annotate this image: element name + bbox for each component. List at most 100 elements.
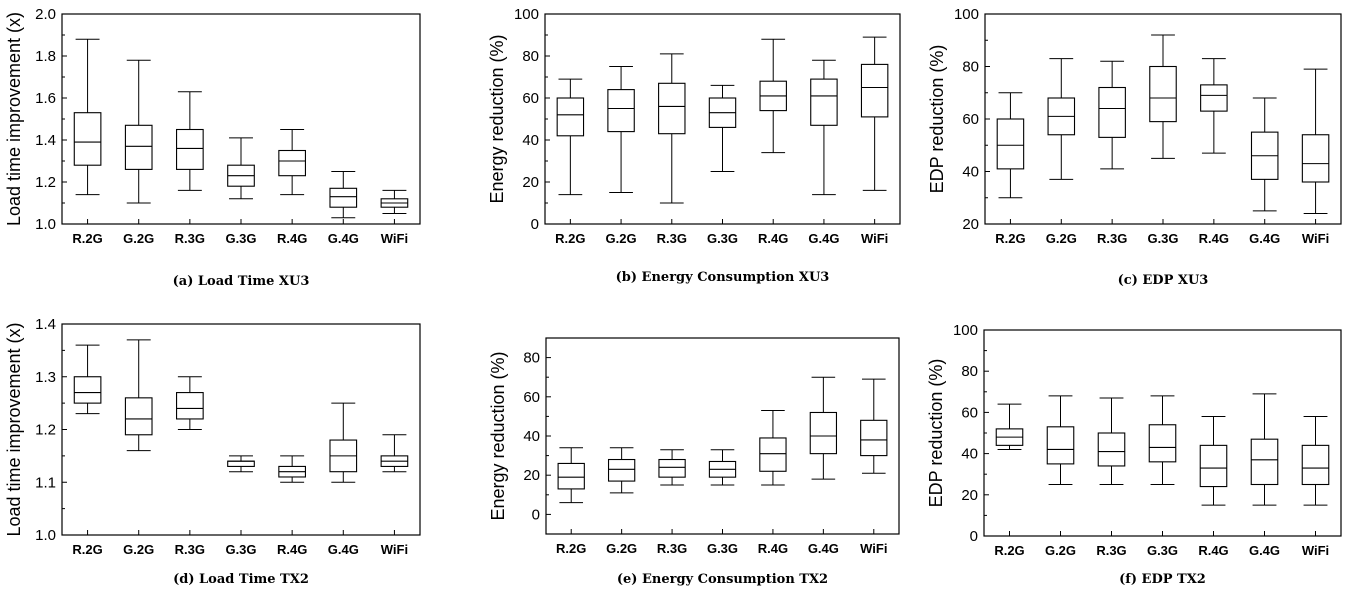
box-R.3G (176, 91, 204, 191)
x-tick-label: G.3G (1147, 231, 1178, 246)
y-tick-label: 2.0 (35, 6, 56, 23)
y-tick-label: 80 (523, 350, 540, 367)
chart-panel-a: 1.0 1.2 1.4 1.6 1.8 2.0 Load time improvement … (0, 0, 452, 298)
box-iqr (1148, 424, 1177, 463)
chart-panel-d: 1.0 1.1 1.2 1.3 1.4 Load time improvement (x)… (0, 300, 452, 598)
x-tick-label: R.2G (555, 231, 585, 246)
chart-panel-e: 0 20 40 60 80 Energy reduction (%) R.2G G.2G R.3… (452, 300, 904, 598)
box-G.2G (124, 339, 153, 452)
y-tick-label: 100 (953, 322, 978, 339)
box-R.3G (1098, 60, 1126, 170)
x-tick-label: R.3G (175, 231, 205, 246)
box-G.3G (227, 455, 255, 473)
box-iqr (1199, 444, 1228, 488)
box-iqr (278, 149, 306, 177)
box-iqr (1301, 444, 1330, 486)
y-tick-label: 20 (961, 487, 978, 504)
x-tick-label: WiFi (381, 231, 408, 246)
x-tick-label: G.3G (707, 231, 738, 246)
box-G.4G (810, 59, 838, 196)
x-tick-label: R.3G (657, 541, 687, 556)
x-tick-label: G.4G (1249, 231, 1280, 246)
y-tick-label: 0 (531, 216, 539, 233)
box-G.3G (708, 84, 737, 172)
x-tick-label: G.4G (328, 231, 359, 246)
y-tick-label: 20 (523, 467, 540, 484)
box-R.4G (759, 38, 787, 154)
box-iqr (73, 112, 102, 166)
x-tick-label: G.4G (808, 231, 839, 246)
box-iqr (557, 462, 585, 490)
box-iqr (73, 376, 102, 404)
box-G.3G (708, 449, 737, 486)
x-tick-label: WiFi (1302, 231, 1329, 246)
box-R.3G (1097, 397, 1126, 485)
box-G.4G (1250, 393, 1279, 506)
y-axis-label: EDP reduction (%) (927, 45, 947, 194)
box-iqr (1098, 86, 1126, 138)
y-tick-label: 40 (962, 164, 979, 181)
box-iqr (124, 397, 153, 436)
x-tick-label: G.3G (225, 231, 256, 246)
box-iqr (607, 89, 635, 133)
x-tick-label: G.3G (225, 542, 256, 557)
x-tick-label: R.2G (556, 541, 586, 556)
box-R.3G (658, 53, 686, 204)
box-iqr (607, 458, 636, 482)
box-iqr (329, 187, 358, 208)
x-tick-label: G.4G (1249, 543, 1280, 558)
box-R.4G (1200, 58, 1228, 154)
chart-panel-b: 0 20 40 60 80 100 Energy reduction (%) R.2G G.2G… (452, 0, 904, 298)
y-tick-label: 40 (522, 132, 539, 149)
box-R.4G (278, 455, 306, 483)
box-iqr (658, 82, 686, 135)
box-plot-svg: 1.0 1.2 1.4 1.6 1.8 2.0 Load time improvement … (4, 6, 421, 246)
x-tick-label: G.2G (123, 542, 154, 557)
figure-caption: (b) Energy Consumption XU3 (615, 270, 830, 285)
box-G.2G (607, 66, 635, 193)
x-tick-label: G.4G (808, 541, 839, 556)
box-G.4G (329, 402, 358, 483)
y-axis-label: Load time improvement (x) (4, 12, 24, 226)
box-R.3G (658, 449, 686, 486)
box-R.3G (176, 376, 204, 430)
x-tick-label: R.4G (277, 231, 307, 246)
y-axis-label: EDP reduction (%) (926, 359, 946, 508)
x-tick-label: R.3G (175, 542, 205, 557)
x-tick-label: G.3G (1147, 543, 1178, 558)
x-tick-label: G.2G (606, 541, 637, 556)
box-iqr (1250, 438, 1279, 486)
x-tick-label: R.3G (1097, 231, 1127, 246)
x-tick-label: R.4G (758, 231, 788, 246)
y-axis-label: Load time improvement (x) (4, 322, 24, 536)
box-WiFi (860, 36, 889, 191)
box-iqr (996, 118, 1025, 170)
figure-caption: (d) Load Time TX2 (173, 572, 309, 587)
box-iqr (556, 97, 585, 137)
x-tick-label: WiFi (860, 541, 887, 556)
chart-panel-f: 0 20 40 60 80 100 EDP reduction (%) R.2G G.2G R.3… (904, 300, 1356, 598)
y-tick-label: 80 (522, 48, 539, 65)
figure-caption: (e) Energy Consumption TX2 (616, 572, 829, 587)
x-tick-label: R.4G (758, 541, 788, 556)
y-tick-label: 20 (522, 174, 539, 191)
box-plot-svg: 0 20 40 60 80 100 Energy reduction (%) R.2G G.2G… (487, 6, 901, 246)
x-tick-label: R.3G (1096, 543, 1126, 558)
box-plot-svg: 0 20 40 60 80 100 EDP reduction (%) R.2G G.2G R.3… (926, 322, 1342, 558)
y-tick-label: 1.4 (35, 132, 56, 149)
x-tick-label: WiFi (861, 231, 888, 246)
x-tick-label: G.2G (1046, 231, 1077, 246)
y-tick-label: 1.2 (35, 422, 56, 439)
y-tick-label: 1.1 (35, 474, 56, 491)
y-tick-label: 0 (532, 506, 540, 523)
y-tick-label: 80 (962, 59, 979, 76)
box-WiFi (380, 434, 409, 473)
plot-frame (545, 337, 900, 535)
y-tick-label: 100 (954, 6, 979, 23)
y-tick-label: 1.8 (35, 48, 56, 65)
x-tick-label: R.2G (995, 231, 1025, 246)
figure-caption: (a) Load Time XU3 (172, 274, 310, 289)
box-R.2G (73, 38, 102, 196)
box-R.2G (73, 344, 102, 415)
x-tick-label: R.2G (72, 231, 102, 246)
